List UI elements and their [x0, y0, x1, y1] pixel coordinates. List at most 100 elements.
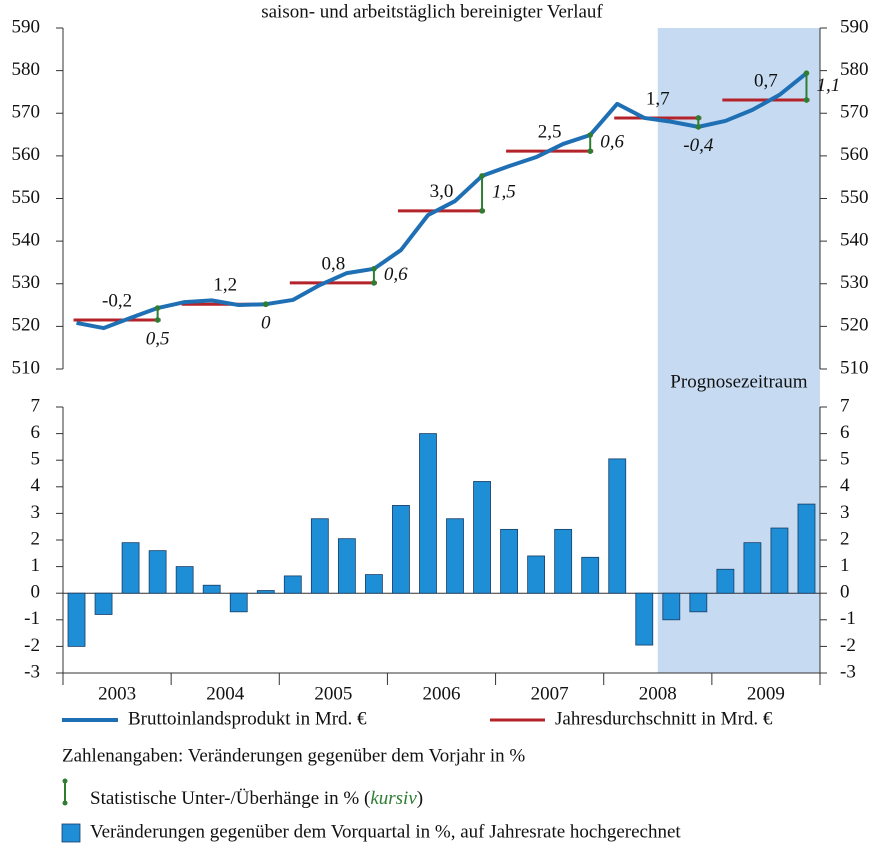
y-tick-label: 550 [12, 187, 41, 208]
bar [310, 518, 329, 594]
y2-tick-label: 7 [840, 395, 850, 416]
y-tick-label: 7 [31, 395, 41, 416]
y2-tick-label: 540 [840, 229, 869, 250]
bar [283, 575, 302, 594]
bar [337, 538, 356, 594]
y2-tick-label: 1 [840, 555, 850, 576]
overhang-dot [803, 97, 810, 103]
y2-tick-label: 3 [840, 502, 850, 523]
y2-tick-label: 5 [840, 449, 850, 470]
bar [527, 555, 546, 594]
bar [635, 592, 654, 646]
bar [202, 584, 221, 594]
overhang-label: 1,5 [492, 182, 516, 203]
legend-label-part: kursiv [370, 788, 417, 809]
overhang-dot [479, 173, 485, 179]
legend-label: Jahresdurchschnitt in Mrd. € [555, 708, 773, 729]
x-tick-label: 2008 [639, 683, 677, 704]
y2-tick-label: -3 [840, 661, 856, 682]
y2-tick-label: 4 [840, 475, 850, 496]
x-tick-label: 2003 [98, 683, 136, 704]
bar [500, 528, 518, 594]
y2-tick-label: 510 [840, 357, 869, 378]
bar [770, 527, 789, 594]
y-tick-label: -1 [24, 608, 40, 629]
bar [148, 550, 167, 594]
y-tick-label: 510 [12, 357, 41, 378]
y2-tick-label: 6 [840, 422, 850, 443]
y-tick-label: 2 [31, 528, 41, 549]
bar [256, 590, 275, 594]
y-tick-label: 570 [12, 102, 41, 123]
change-label: 1,2 [213, 275, 237, 296]
forecast-shade [657, 28, 820, 673]
y-tick-label: 3 [31, 502, 41, 523]
overhang-label: 0,6 [600, 131, 624, 152]
change-label: 0,8 [321, 253, 345, 274]
bar [797, 503, 816, 594]
bar [743, 542, 762, 594]
y-tick-label: 5 [31, 449, 41, 470]
y2-tick-label: -1 [840, 608, 856, 629]
y2-tick-label: 530 [840, 272, 869, 293]
bar [67, 592, 86, 647]
forecast-label: Prognosezeitraum [670, 371, 807, 392]
legend-label: Statistische Unter-/Überhänge in % (kurs… [90, 788, 423, 809]
y-tick-label: 0 [31, 582, 41, 603]
bar [446, 518, 464, 594]
y-tick-label: 560 [12, 144, 41, 165]
x-tick-label: 2007 [531, 683, 569, 704]
y2-tick-label: 2 [840, 528, 850, 549]
x-tick-label: 2005 [314, 683, 352, 704]
bar [581, 556, 600, 594]
y2-tick-label: 560 [840, 144, 869, 165]
x-tick-label: 2009 [747, 683, 785, 704]
change-label: 2,5 [538, 122, 562, 143]
overhang-label: -0,4 [683, 135, 714, 156]
bar [419, 433, 437, 594]
overhang-label: 0,5 [146, 328, 170, 349]
bar [689, 592, 708, 613]
y-tick-label: 520 [12, 315, 41, 336]
overhang-label: 1,1 [816, 75, 840, 96]
bar [554, 528, 573, 594]
overhang-dot [262, 301, 269, 308]
y2-tick-label: 550 [840, 187, 869, 208]
overhang-dot [695, 115, 702, 121]
y2-tick-label: 590 [840, 16, 869, 37]
y-tick-label: 580 [12, 59, 41, 80]
y2-tick-label: -2 [840, 635, 856, 656]
y-tick-label: 530 [12, 272, 41, 293]
y-tick-label: 4 [31, 475, 41, 496]
legend-label: Veränderungen gegenüber dem Vorquartal i… [90, 821, 681, 842]
overhang-dot [803, 70, 810, 76]
x-tick-label: 2004 [206, 683, 245, 704]
change-label: 3,0 [430, 181, 454, 202]
legend-label: Zahlenangaben: Veränderungen gegenüber d… [62, 745, 525, 766]
overhang-dot [695, 124, 702, 130]
y-tick-label: -2 [24, 635, 40, 656]
bar [473, 481, 491, 594]
bar [608, 458, 627, 594]
y2-tick-label: 520 [840, 315, 869, 336]
overhang-dot [479, 208, 485, 214]
legend-swatch [62, 778, 68, 784]
overhang-dot [371, 266, 377, 272]
y-tick-label: 540 [12, 229, 41, 250]
overhang-label: 0,6 [384, 264, 408, 285]
y2-tick-label: 570 [840, 102, 869, 123]
legend-label-part: Statistische Unter-/Überhänge in % ( [90, 788, 370, 809]
bar [365, 574, 383, 594]
bar [94, 592, 113, 615]
overhang-dot [587, 132, 593, 138]
y2-tick-label: 580 [840, 59, 869, 80]
y2-tick-label: 0 [840, 582, 850, 603]
y-tick-label: 1 [31, 555, 41, 576]
change-label: 0,7 [754, 70, 778, 91]
legend-swatch [61, 823, 81, 843]
legend-swatch [62, 800, 68, 806]
bar [175, 566, 194, 594]
gdp-line [76, 71, 808, 331]
legend-label-part: ) [417, 788, 423, 809]
